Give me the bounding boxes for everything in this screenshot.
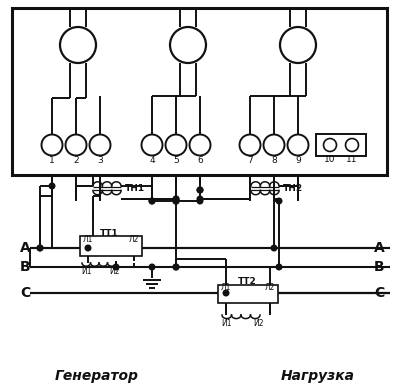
- Circle shape: [173, 198, 179, 204]
- Text: И1: И1: [81, 266, 91, 276]
- Circle shape: [288, 134, 308, 156]
- Bar: [80, 236, 142, 256]
- Circle shape: [90, 134, 110, 156]
- Circle shape: [197, 198, 203, 204]
- Circle shape: [190, 134, 210, 156]
- Circle shape: [197, 196, 203, 202]
- Text: Генератор: Генератор: [55, 369, 139, 383]
- Circle shape: [85, 245, 91, 251]
- Circle shape: [173, 264, 179, 270]
- Text: C: C: [374, 286, 384, 300]
- Circle shape: [37, 245, 43, 251]
- Text: ТН2: ТН2: [283, 184, 303, 193]
- Text: Л2: Л2: [129, 235, 139, 244]
- Circle shape: [346, 139, 358, 151]
- Circle shape: [240, 134, 260, 156]
- Text: A: A: [374, 241, 385, 255]
- Circle shape: [197, 187, 203, 193]
- Text: 8: 8: [271, 156, 277, 165]
- Circle shape: [142, 134, 162, 156]
- Circle shape: [276, 264, 282, 270]
- Text: 1: 1: [49, 156, 55, 165]
- Text: Л1: Л1: [83, 235, 93, 244]
- Circle shape: [37, 245, 43, 251]
- Circle shape: [173, 196, 179, 202]
- Bar: [218, 285, 278, 303]
- Circle shape: [60, 27, 96, 63]
- Circle shape: [49, 183, 55, 189]
- Circle shape: [271, 245, 277, 251]
- Text: ТН1: ТН1: [125, 184, 145, 193]
- Circle shape: [280, 27, 316, 63]
- Text: C: C: [20, 286, 30, 300]
- Text: 10: 10: [324, 156, 336, 164]
- Circle shape: [149, 264, 155, 270]
- Circle shape: [66, 134, 86, 156]
- Circle shape: [113, 264, 119, 270]
- Text: A: A: [20, 241, 31, 255]
- Text: 3: 3: [97, 156, 103, 165]
- Circle shape: [324, 139, 336, 151]
- Text: Л2: Л2: [265, 283, 275, 293]
- Text: ТТ2: ТТ2: [238, 278, 257, 286]
- Text: B: B: [374, 260, 385, 274]
- Circle shape: [173, 264, 179, 270]
- Circle shape: [173, 198, 179, 204]
- Text: И2: И2: [253, 320, 263, 328]
- Text: 11: 11: [346, 156, 358, 164]
- Text: Л1: Л1: [221, 283, 231, 293]
- Text: И1: И1: [221, 320, 231, 328]
- Text: Нагрузка: Нагрузка: [281, 369, 355, 383]
- Circle shape: [149, 198, 155, 204]
- Bar: [316, 134, 366, 156]
- Circle shape: [223, 290, 229, 296]
- Circle shape: [149, 198, 155, 204]
- Circle shape: [276, 198, 282, 204]
- Text: 4: 4: [149, 156, 155, 165]
- Circle shape: [264, 134, 284, 156]
- Bar: [12, 8, 387, 175]
- Circle shape: [166, 134, 186, 156]
- Circle shape: [170, 27, 206, 63]
- Circle shape: [173, 198, 179, 204]
- Text: 7: 7: [247, 156, 253, 165]
- Text: 5: 5: [173, 156, 179, 165]
- Text: 6: 6: [197, 156, 203, 165]
- Text: 2: 2: [73, 156, 79, 165]
- Circle shape: [197, 187, 203, 193]
- Text: ТТ1: ТТ1: [100, 229, 119, 237]
- Circle shape: [173, 196, 179, 202]
- Circle shape: [42, 134, 62, 156]
- Text: И2: И2: [109, 266, 119, 276]
- Text: B: B: [20, 260, 31, 274]
- Text: 9: 9: [295, 156, 301, 165]
